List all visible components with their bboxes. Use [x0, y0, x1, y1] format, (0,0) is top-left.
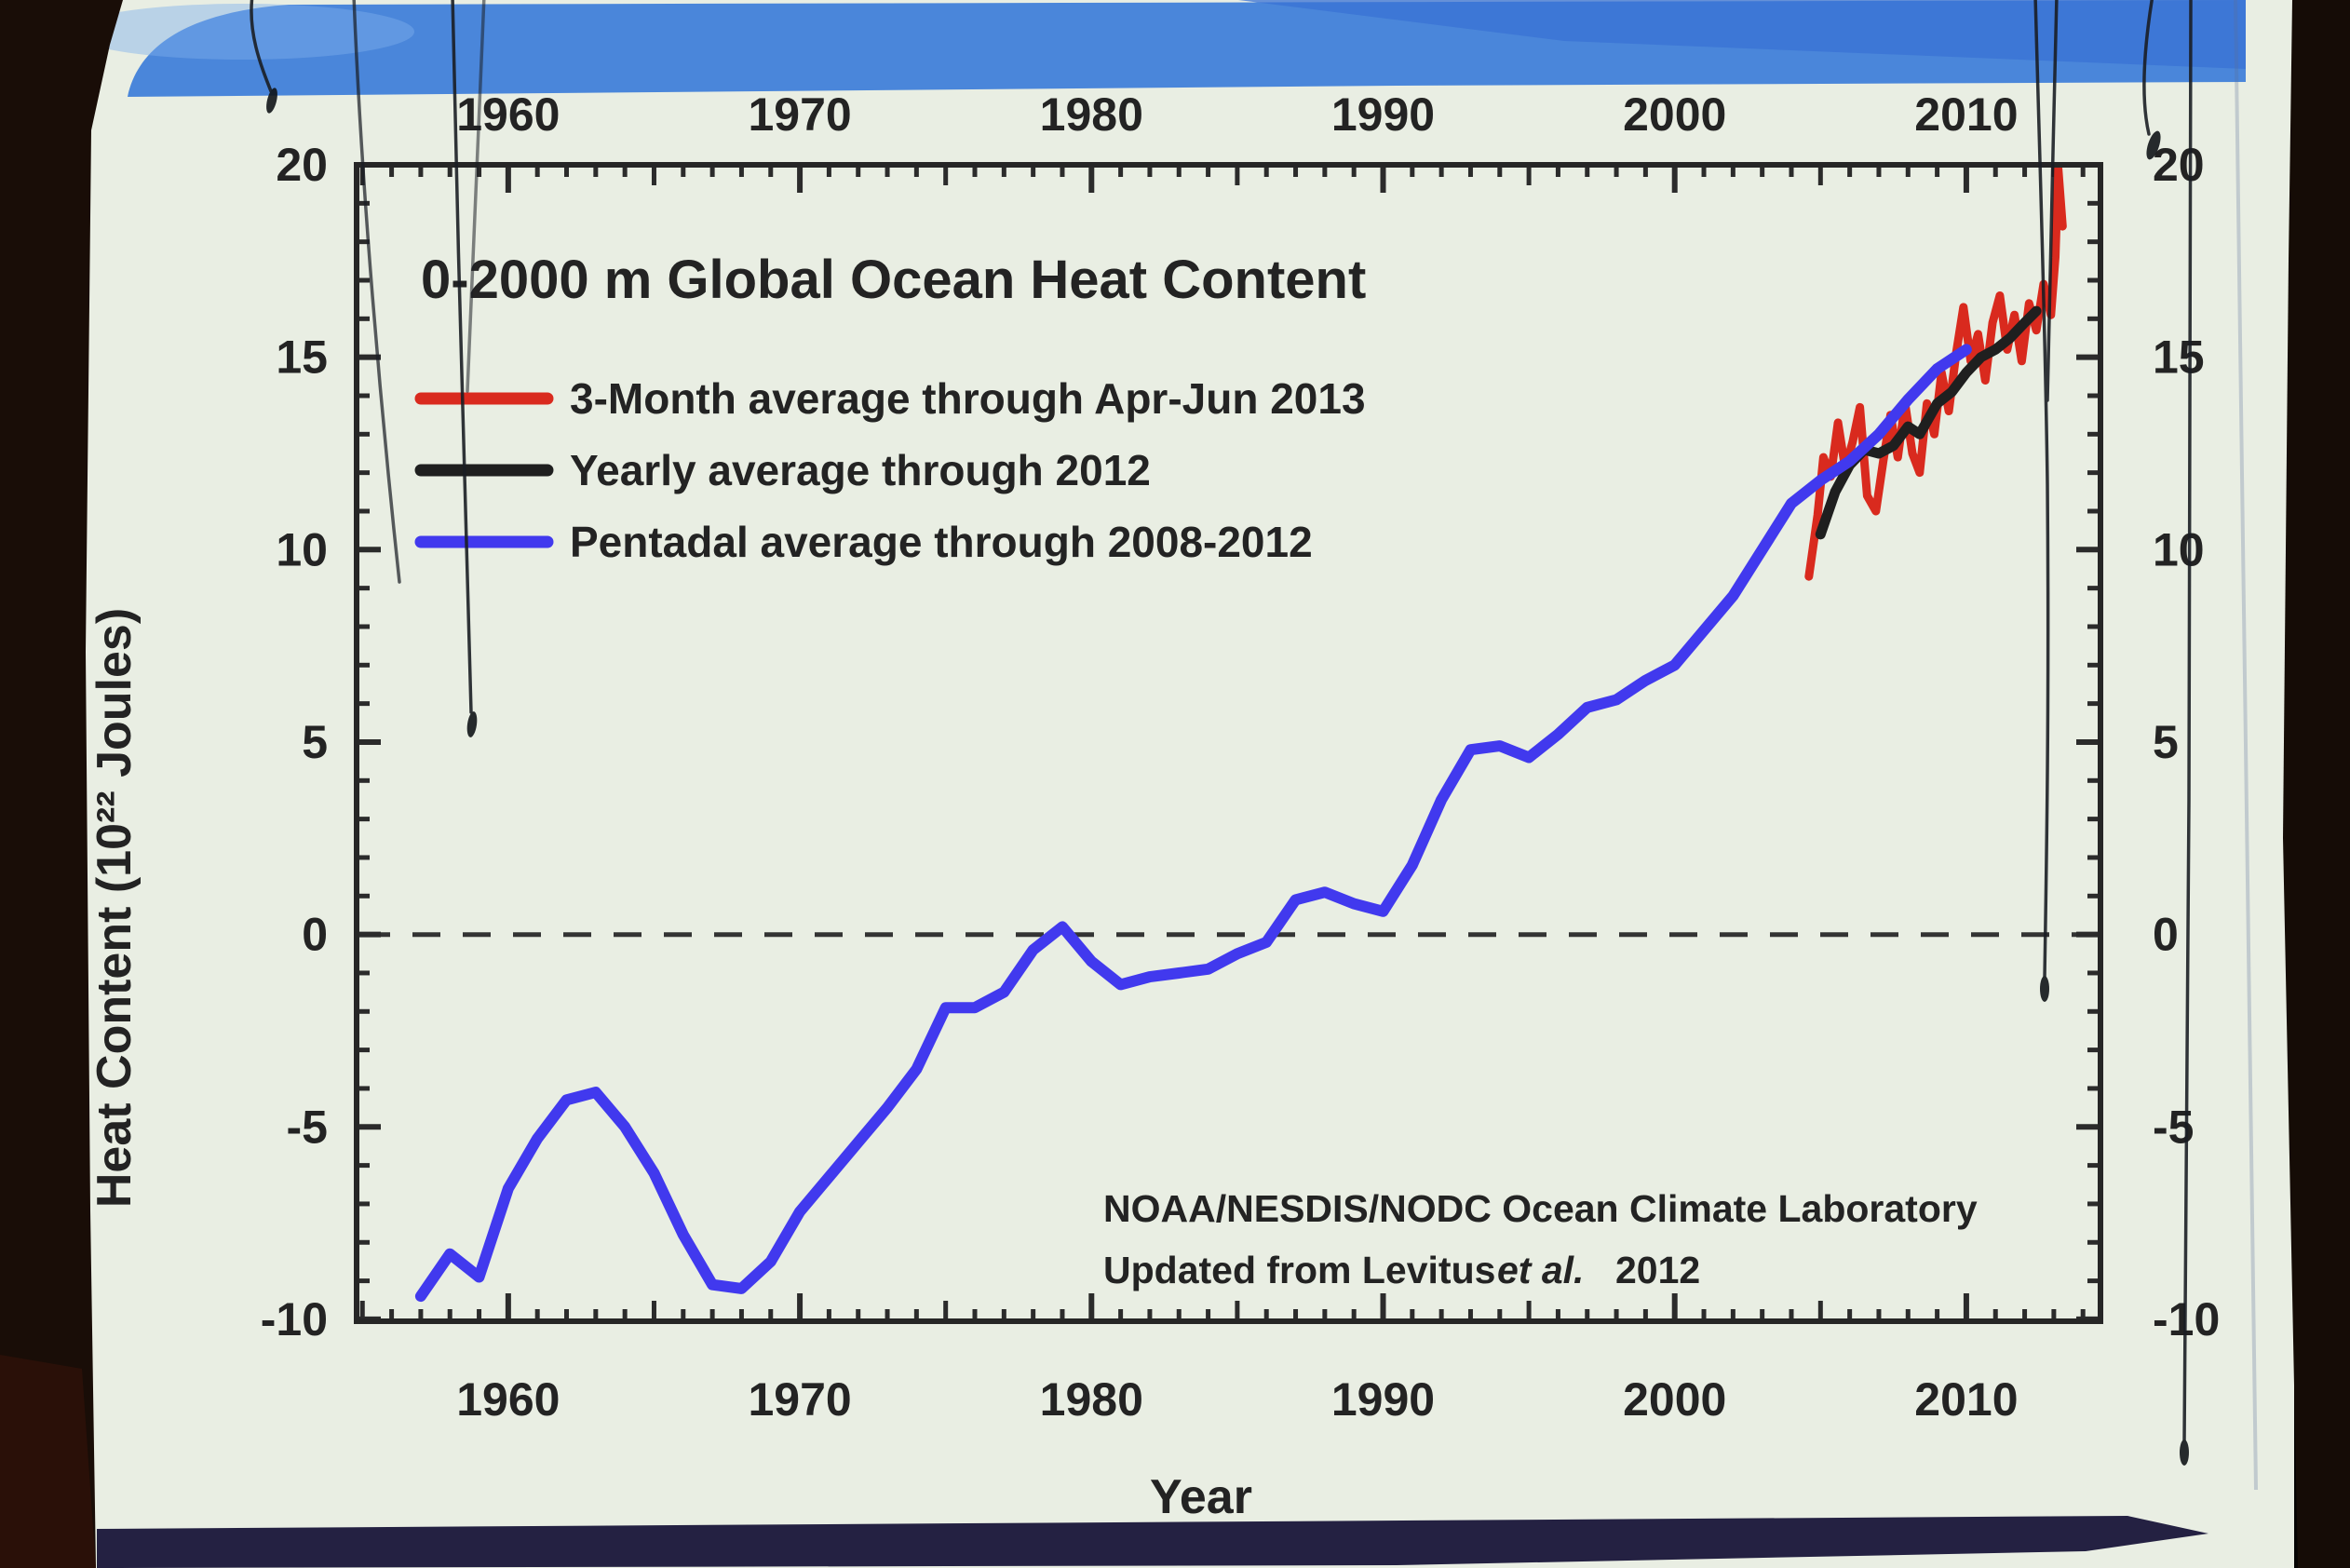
x-axis-title: Year: [1150, 1470, 1252, 1524]
legend-label-3month: 3-Month average through Apr-Jun 2013: [570, 374, 1366, 423]
x-tick-label-bottom: 1980: [1040, 1373, 1143, 1426]
x-tick-label-bottom: 1970: [748, 1373, 851, 1426]
x-tick-label-bottom: 1990: [1331, 1373, 1435, 1426]
legend: 3-Month average through Apr-Jun 2013 Yea…: [414, 374, 1366, 566]
screen-seam: [2234, 0, 2258, 1491]
ocean-heat-chart: 1960196019701970198019801990199020002000…: [88, 88, 2220, 1524]
left-dark-edge: [0, 0, 123, 1568]
y-tick-label-left: 10: [276, 523, 328, 575]
cable-artifact: [2033, 0, 2050, 980]
x-tick-label-top: 1970: [748, 88, 851, 141]
cable-artifacts: [250, 0, 2193, 1466]
header-band-highlight: [70, 4, 414, 60]
x-tick-label-top: 2010: [1914, 88, 2018, 141]
legend-label-pentadal: Pentadal average through 2008-2012: [570, 518, 1313, 566]
plot-frame: [354, 162, 2103, 1324]
x-tick-label-bottom: 2000: [1623, 1373, 1726, 1426]
x-tick-label-top: 2000: [1623, 88, 1726, 141]
cable-artifact: [451, 0, 473, 714]
x-tick-label-top: 1990: [1331, 88, 1435, 141]
x-tick-label-bottom: 1960: [456, 1373, 560, 1426]
y-tick-label-left: 15: [276, 331, 328, 384]
y-tick-label-left: -5: [287, 1101, 328, 1153]
cable-artifact: [352, 0, 401, 584]
legend-label-yearly: Yearly average through 2012: [570, 446, 1151, 494]
x-tick-label-top: 1960: [456, 88, 560, 141]
cable-connector-icon: [2040, 976, 2049, 1002]
y-tick-label-right: 15: [2153, 331, 2205, 384]
cable-artifact: [466, 0, 486, 393]
annotation-line2-part1: Updated from Levitus: [1103, 1249, 1495, 1291]
cable-artifact: [2142, 0, 2154, 136]
y-tick-label-right: 20: [2153, 139, 2205, 191]
cable-connectors: [266, 88, 2189, 1466]
cable-connector-icon: [266, 88, 277, 114]
x-tick-label-bottom: 2010: [1914, 1373, 2018, 1426]
source-annotation: NOAA/NESDIS/NODC Ocean Climate Laborator…: [1103, 1187, 1978, 1291]
series-pentadal-blue: [414, 344, 1972, 1303]
annotation-line2-etal: et al.: [1497, 1249, 1584, 1291]
annotation-line2-year: 2012: [1615, 1249, 1700, 1291]
series-3month-red: [1804, 164, 2067, 581]
y-axis-title: Heat Content (10²² Joules): [88, 608, 142, 1208]
slide-header-band: [70, 0, 2246, 97]
y-tick-label-left: 20: [276, 139, 328, 191]
cable-artifact: [2046, 0, 2059, 402]
header-band-dark-wedge: [1238, 0, 2246, 69]
y-tick-label-left: 5: [302, 716, 328, 768]
right-dark-edge: [2283, 0, 2350, 1568]
cable-connector-icon: [2180, 1440, 2189, 1466]
chart-title: 0-2000 m Global Ocean Heat Content: [421, 250, 1366, 310]
data-series: [414, 164, 2067, 1303]
bottom-left-corner: [0, 1355, 96, 1568]
y-tick-label-right: 10: [2153, 523, 2205, 575]
cable-connector-icon: [2146, 130, 2161, 160]
slide-background: [86, 0, 2294, 1568]
axis-tick-labels: 1960196019701970198019801990199020002000…: [261, 88, 2221, 1426]
y-tick-label-left: -10: [261, 1293, 328, 1345]
y-tick-label-right: 0: [2153, 909, 2179, 961]
y-tick-label-left: 0: [302, 909, 328, 961]
cable-artifact: [250, 0, 273, 93]
cable-artifact: [2182, 0, 2193, 1444]
x-tick-label-top: 1980: [1040, 88, 1143, 141]
y-tick-label-right: 5: [2153, 716, 2179, 768]
annotation-line1: NOAA/NESDIS/NODC Ocean Climate Laborator…: [1103, 1187, 1978, 1230]
slide-footer-bar: [97, 1516, 2208, 1568]
cable-connector-icon: [466, 711, 478, 737]
